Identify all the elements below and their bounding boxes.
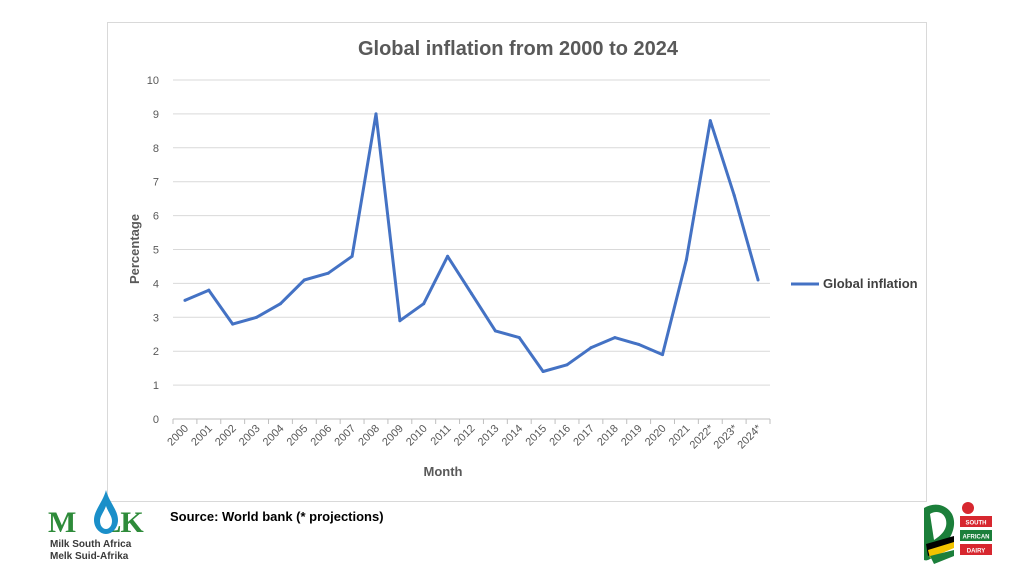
x-tick-label: 2019 bbox=[619, 423, 645, 449]
legend-label: Global inflation bbox=[823, 276, 918, 291]
x-tick-label: 2011 bbox=[429, 423, 454, 448]
y-tick-label: 3 bbox=[153, 312, 159, 324]
data-point bbox=[374, 112, 378, 116]
dairy-logo-line1: SOUTH bbox=[966, 521, 987, 527]
chart-title: Global inflation from 2000 to 2024 bbox=[358, 38, 679, 60]
data-point bbox=[493, 329, 497, 333]
data-point bbox=[422, 302, 426, 306]
y-axis-title: Percentage bbox=[127, 214, 142, 284]
x-axis-title: Month bbox=[424, 464, 463, 479]
x-tick-label: 2009 bbox=[380, 423, 406, 449]
y-tick-label: 8 bbox=[153, 143, 159, 155]
x-tick-label: 2017 bbox=[571, 423, 597, 449]
south-african-dairy-logo: SOUTH AFRICAN DAIRY bbox=[924, 502, 992, 564]
y-tick-label: 4 bbox=[153, 278, 159, 290]
data-point bbox=[255, 315, 259, 319]
x-tick-label: 2013 bbox=[476, 423, 502, 449]
source-note: Source: World bank (* projections) bbox=[170, 509, 384, 524]
data-point bbox=[302, 278, 306, 282]
x-tick-label: 2023* bbox=[711, 422, 740, 451]
x-tick-label: 2024* bbox=[735, 422, 764, 451]
x-tick-label: 2015 bbox=[523, 423, 549, 449]
x-tick-label: 2003 bbox=[237, 423, 263, 449]
data-point bbox=[183, 298, 187, 302]
data-point bbox=[589, 346, 593, 350]
data-point bbox=[732, 193, 736, 197]
data-point bbox=[207, 288, 211, 292]
y-tick-label: 10 bbox=[147, 75, 159, 87]
x-tick-label: 2016 bbox=[547, 423, 573, 449]
x-tick-label: 2007 bbox=[332, 423, 358, 449]
data-point bbox=[350, 254, 354, 258]
data-point bbox=[517, 336, 521, 340]
x-tick-label: 2002 bbox=[213, 423, 239, 449]
y-tick-label: 9 bbox=[153, 109, 159, 121]
x-tick-label: 2012 bbox=[452, 423, 478, 449]
x-tick-label: 2004 bbox=[261, 423, 287, 449]
milk-logo-line1: Milk South Africa bbox=[50, 539, 132, 550]
milk-south-africa-logo: M LK Milk South Africa Melk Suid-Afrika bbox=[48, 486, 158, 564]
x-tick-label: 2001 bbox=[189, 423, 215, 449]
x-tick-label: 2000 bbox=[165, 423, 191, 449]
y-tick-label: 5 bbox=[153, 245, 159, 257]
data-point bbox=[541, 370, 545, 374]
y-tick-label: 0 bbox=[153, 414, 159, 426]
data-point bbox=[231, 322, 235, 326]
data-point bbox=[684, 258, 688, 262]
y-tick-label: 1 bbox=[153, 380, 159, 392]
x-tick-label: 2006 bbox=[309, 423, 335, 449]
data-point bbox=[613, 336, 617, 340]
data-point bbox=[756, 278, 760, 282]
x-tick-label: 2008 bbox=[356, 423, 382, 449]
x-tick-label: 2005 bbox=[285, 423, 311, 449]
x-tick-label: 2020 bbox=[643, 423, 669, 449]
x-tick-label: 2022* bbox=[688, 422, 717, 451]
milk-logo-line2: Melk Suid-Afrika bbox=[50, 551, 129, 562]
milk-drop-icon bbox=[94, 490, 118, 534]
series-line-global-inflation bbox=[184, 112, 760, 373]
data-point bbox=[637, 342, 641, 346]
x-tick-label: 2018 bbox=[595, 423, 621, 449]
data-point bbox=[446, 254, 450, 258]
data-point bbox=[278, 302, 282, 306]
line-chart: Global inflation from 2000 to 2024 0 1 2 3 4… bbox=[127, 38, 918, 479]
data-point bbox=[470, 292, 473, 296]
data-point bbox=[326, 271, 330, 275]
data-point bbox=[398, 319, 402, 323]
dairy-logo-line2: AFRICAN bbox=[963, 535, 990, 541]
y-tick-label: 6 bbox=[153, 211, 159, 223]
data-point bbox=[565, 363, 569, 367]
y-tick-label: 2 bbox=[153, 346, 159, 358]
x-tick-label: 2014 bbox=[500, 423, 526, 449]
dairy-logo-line3: DAIRY bbox=[967, 549, 985, 555]
y-tick-label: 7 bbox=[153, 177, 159, 189]
data-point bbox=[708, 119, 712, 123]
data-point bbox=[661, 353, 665, 357]
chart-frame: Global inflation from 2000 to 2024 0 1 2 3 4… bbox=[107, 22, 927, 502]
x-tick-label: 2010 bbox=[404, 423, 430, 449]
